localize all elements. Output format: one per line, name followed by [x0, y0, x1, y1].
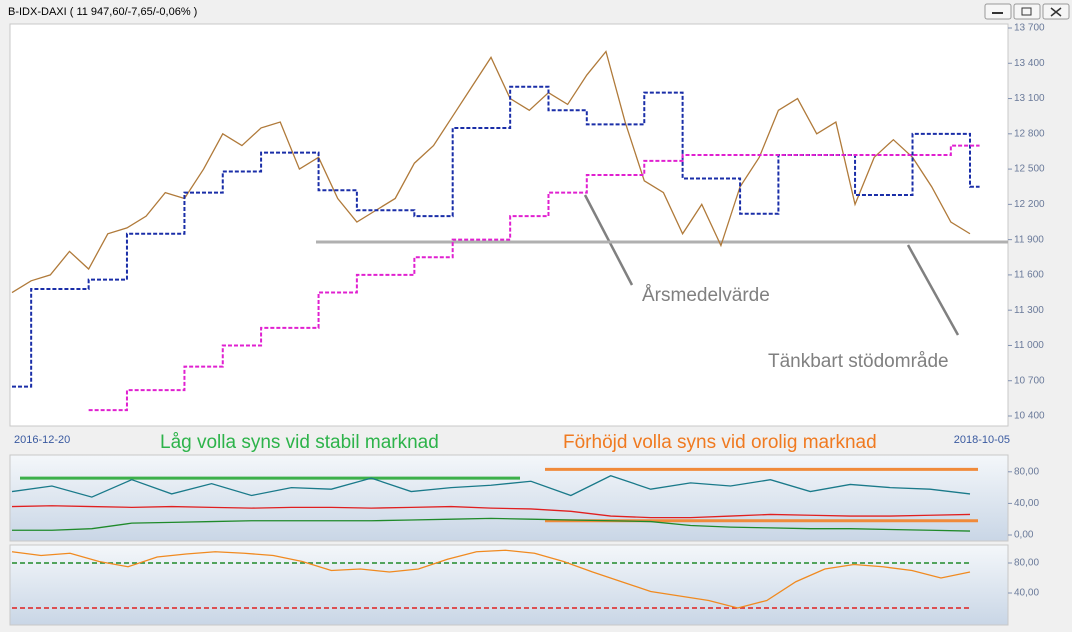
y-tick-label: 13 400	[1014, 58, 1045, 69]
maximize-icon	[1021, 7, 1032, 16]
series-line	[11, 50, 971, 294]
price-panel	[9, 23, 1009, 427]
y-tick-label: 12 500	[1014, 164, 1045, 175]
plots: 10 400 10 700 11 000 11 300 11 600 11 900 12 2…	[11, 23, 1045, 609]
series-line	[11, 505, 971, 519]
y-tick-label: 0,00	[1014, 530, 1034, 541]
volatility-panel	[9, 454, 1009, 542]
annotation: Låg volla syns vid stabil marknad	[160, 432, 439, 453]
pointer-line	[583, 194, 634, 286]
annotation: Förhöjd volla syns vid orolig marknad	[563, 432, 877, 453]
y-tick-label: 80,00	[1014, 558, 1039, 569]
annotation: Tänkbart stödområde	[768, 351, 949, 372]
y-tick-label: 11 900	[1014, 234, 1044, 245]
y-tick-label: 10 700	[1014, 375, 1045, 386]
minimize-button[interactable]	[984, 3, 1012, 20]
x-label: 2018-10-05	[954, 434, 1010, 446]
y-tick-label: 11 300	[1014, 305, 1044, 316]
annotation: Årsmedelvärde	[642, 285, 770, 306]
y-tick-label: 12 800	[1014, 128, 1045, 139]
y-tick-label: 13 100	[1014, 93, 1045, 104]
y-tick-label: 13 700	[1014, 23, 1045, 34]
y-tick-label: 11 000	[1014, 340, 1044, 351]
window-title: B-IDX-DAXI ( 11 947,60/-7,65/-0,06% )	[8, 6, 197, 18]
y-tick-label: 40,00	[1014, 588, 1039, 599]
step-line	[88, 144, 980, 412]
y-tick-label: 40,00	[1014, 498, 1039, 509]
y-tick-label: 11 600	[1014, 270, 1044, 281]
series-line	[11, 475, 971, 498]
maximize-button[interactable]	[1013, 3, 1041, 20]
pointer-line	[906, 244, 960, 336]
y-tick-label: 80,00	[1014, 466, 1039, 477]
oscillator-panel	[9, 544, 1009, 626]
series-line	[11, 549, 971, 609]
close-icon	[1050, 7, 1062, 17]
x-label: 2016-12-20	[14, 434, 70, 446]
series-line	[12, 517, 971, 532]
y-tick-label: 12 200	[1014, 199, 1045, 210]
y-tick-label: 10 400	[1014, 411, 1045, 422]
